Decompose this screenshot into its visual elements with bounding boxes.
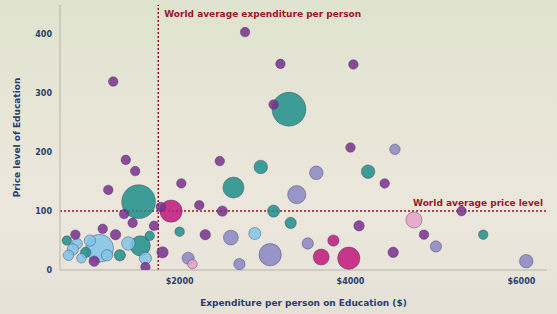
- svg-text:World average expenditure per: World average expenditure per person: [164, 9, 361, 19]
- svg-text:200: 200: [35, 148, 52, 157]
- svg-text:World average price level: World average price level: [413, 198, 543, 208]
- svg-text:Expenditure per person on Educ: Expenditure per person on Education ($): [200, 298, 407, 308]
- svg-text:$2000: $2000: [166, 277, 194, 286]
- svg-text:400: 400: [35, 30, 52, 39]
- svg-text:$4000: $4000: [337, 277, 365, 286]
- svg-text:Price level of Education: Price level of Education: [12, 78, 22, 198]
- svg-text:100: 100: [35, 207, 52, 216]
- svg-text:0: 0: [46, 266, 52, 275]
- svg-text:$6000: $6000: [507, 277, 535, 286]
- svg-text:300: 300: [35, 89, 52, 98]
